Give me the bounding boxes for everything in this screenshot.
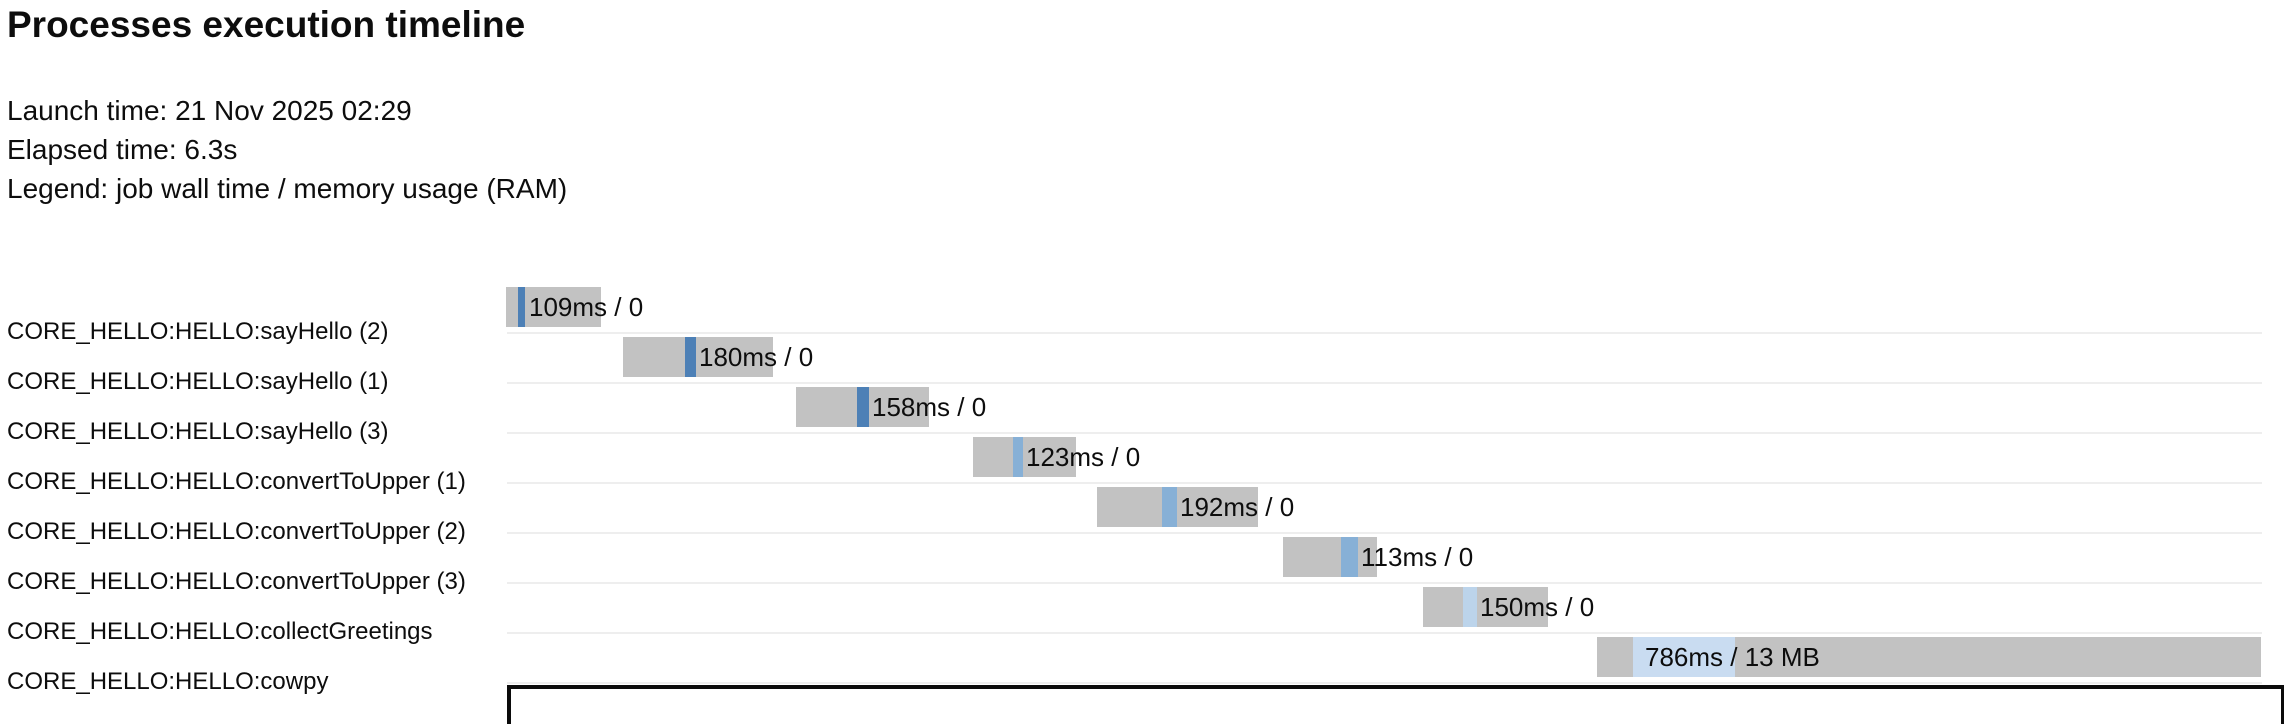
task-runtime-slice bbox=[1341, 537, 1358, 577]
row-separator bbox=[507, 382, 2262, 384]
bottom-panel-border bbox=[507, 685, 2284, 724]
row-separator bbox=[507, 532, 2262, 534]
task-bar bbox=[1097, 487, 1258, 527]
task-value-label: 150ms / 0 bbox=[1480, 592, 1595, 622]
row-separator bbox=[507, 632, 2262, 634]
process-label: CORE_HELLO:HELLO:collectGreetings bbox=[7, 618, 433, 645]
row-separator bbox=[507, 432, 2262, 434]
process-label: CORE_HELLO:HELLO:convertToUpper (1) bbox=[7, 468, 466, 495]
legend-line: Legend: job wall time / memory usage (RA… bbox=[7, 173, 568, 204]
launch-time-line: Launch time: 21 Nov 2025 02:29 bbox=[7, 95, 412, 126]
page-title: Processes execution timeline bbox=[7, 4, 526, 45]
task-value-label: 180ms / 0 bbox=[699, 342, 814, 372]
task-runtime-slice bbox=[518, 287, 525, 327]
process-label: CORE_HELLO:HELLO:convertToUpper (2) bbox=[7, 518, 466, 545]
process-label: CORE_HELLO:HELLO:cowpy bbox=[7, 668, 329, 695]
run-meta-block: Launch time: 21 Nov 2025 02:29 Elapsed t… bbox=[7, 91, 567, 208]
task-runtime-slice bbox=[1633, 637, 1735, 677]
task-bar bbox=[973, 437, 1076, 477]
task-value-label: 109ms / 0 bbox=[529, 292, 644, 322]
elapsed-time-line: Elapsed time: 6.3s bbox=[7, 134, 238, 165]
task-value-label: 113ms / 0 bbox=[1361, 542, 1474, 572]
task-value-label: 158ms / 0 bbox=[872, 392, 987, 422]
process-label: CORE_HELLO:HELLO:sayHello (2) bbox=[7, 318, 389, 345]
task-value-label: 786ms / 13 MB bbox=[1645, 642, 1820, 672]
task-bar bbox=[1283, 537, 1377, 577]
row-separator bbox=[507, 582, 2262, 584]
row-separator bbox=[507, 482, 2262, 484]
task-value-label: 123ms / 0 bbox=[1026, 442, 1141, 472]
task-runtime-slice bbox=[1162, 487, 1177, 527]
process-label: CORE_HELLO:HELLO:sayHello (1) bbox=[7, 368, 389, 395]
row-separator bbox=[507, 682, 2262, 684]
task-runtime-slice bbox=[685, 337, 696, 377]
process-label: CORE_HELLO:HELLO:convertToUpper (3) bbox=[7, 568, 466, 595]
task-runtime-slice bbox=[1463, 587, 1477, 627]
row-separator bbox=[507, 332, 2262, 334]
task-runtime-slice bbox=[857, 387, 869, 427]
process-label: CORE_HELLO:HELLO:sayHello (3) bbox=[7, 418, 389, 445]
task-bar bbox=[623, 337, 773, 377]
task-bar bbox=[1423, 587, 1548, 627]
task-value-label: 192ms / 0 bbox=[1180, 492, 1295, 522]
task-runtime-slice bbox=[1013, 437, 1023, 477]
